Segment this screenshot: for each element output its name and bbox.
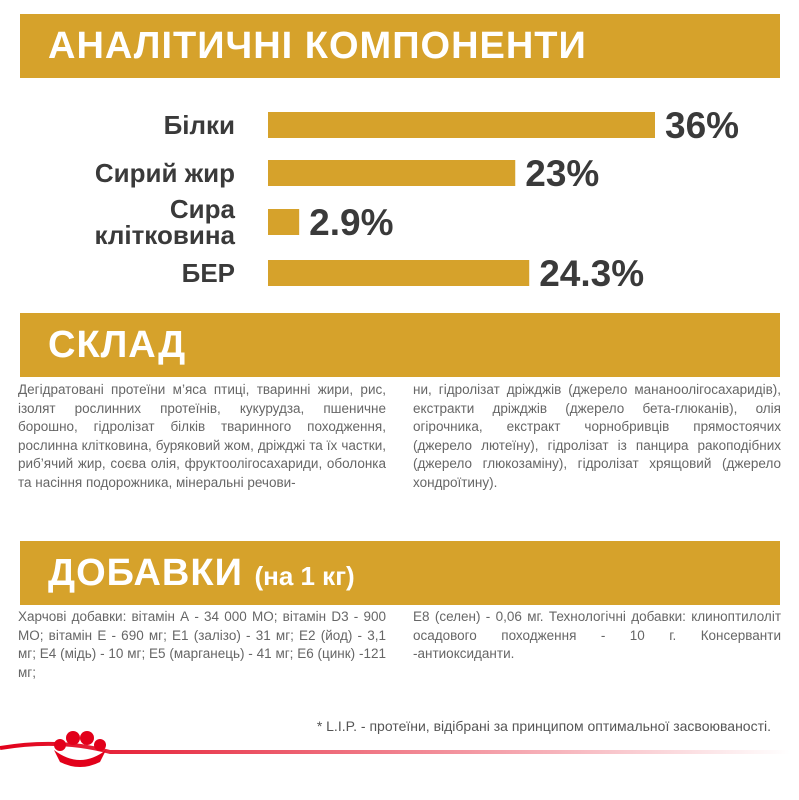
value-label: 2.9% xyxy=(309,202,393,243)
header-band: ДОБАВКИ (на 1 кг) xyxy=(20,541,780,605)
header-band: СКЛАД xyxy=(20,313,780,377)
category-label: БЕР xyxy=(182,258,235,288)
swoosh xyxy=(0,741,790,754)
bar xyxy=(268,260,530,286)
label-line: клітковина xyxy=(95,220,236,250)
section-title: ДОБАВКИ (на 1 кг) xyxy=(48,552,355,595)
header-band: АНАЛІТИЧНІ КОМПОНЕНТИ xyxy=(20,14,780,78)
category-label: Білки xyxy=(164,110,235,140)
category-label: Сирий жир xyxy=(95,158,235,188)
footnote: * L.I.P. - протеїни, відібрані за принци… xyxy=(316,718,771,734)
chart: Білки 36% Сирий жир 23% Сира клітковина 2.9% БЕ… xyxy=(95,105,740,294)
label-line: Сира xyxy=(170,194,236,224)
bar xyxy=(268,112,655,138)
category-label: Сира клітковина xyxy=(95,194,236,250)
text-column: Дегідратовані протеїни м’яса птиці, твар… xyxy=(18,382,386,490)
title-text: ДОБАВКИ xyxy=(48,552,243,594)
value-label: 36% xyxy=(665,105,739,146)
bar xyxy=(268,209,300,235)
text-column: ни, гідролізат дріжджів (джерело мананоо… xyxy=(413,382,781,490)
value-label: 24.3% xyxy=(539,253,644,294)
text-column: Е8 (селен) - 0,06 мг. Технологічні добав… xyxy=(413,609,781,661)
crown xyxy=(54,731,106,767)
text-column: Харчові добавки: вітамін А - 34 000 МО; … xyxy=(18,609,386,680)
section-title: АНАЛІТИЧНІ КОМПОНЕНТИ xyxy=(48,25,587,67)
value-label: 23% xyxy=(525,153,599,194)
section-title: СКЛАД xyxy=(48,324,187,366)
bar xyxy=(268,160,516,186)
subtitle: (на 1 кг) xyxy=(254,561,355,591)
